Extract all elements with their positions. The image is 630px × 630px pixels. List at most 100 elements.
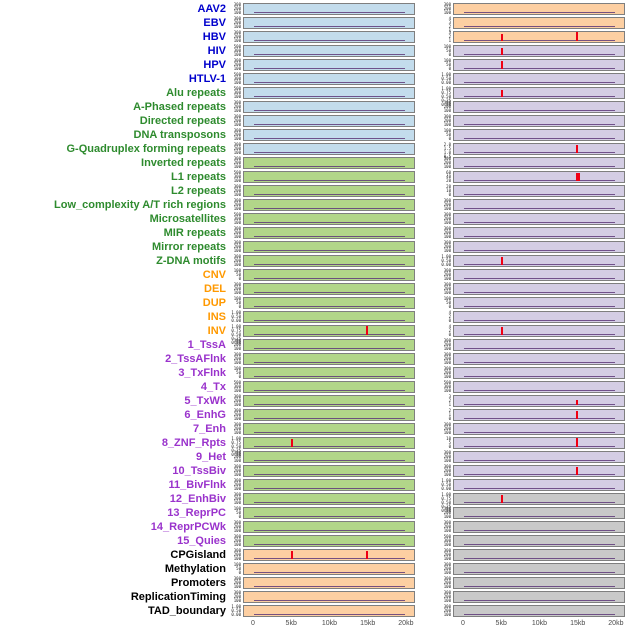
y-tick-label: 200 <box>443 104 451 109</box>
y-axis-ticks-left: 300 200 100 <box>229 241 243 253</box>
y-axis-ticks-left: 300 200 100 <box>229 395 243 407</box>
track-panel-left <box>243 129 415 141</box>
y-tick-label: 0 <box>448 416 451 421</box>
y-tick-label: 0.50 <box>231 314 241 319</box>
y-tick-label: 100 <box>443 206 451 211</box>
y-tick-label: 100 <box>443 58 451 63</box>
track-label: Mirror repeats <box>152 241 226 253</box>
track-panel-right <box>453 45 625 57</box>
y-tick-label: 50 <box>236 566 241 571</box>
signal-peak <box>290 550 293 559</box>
y-tick-label: 0.00 <box>441 102 451 107</box>
track-label: Microsatellites <box>149 213 226 225</box>
axis-spacer <box>229 618 243 630</box>
y-tick-label: 500 <box>233 170 241 175</box>
track-label: CPGisland <box>170 549 226 561</box>
y-tick-label: 300 <box>233 48 241 53</box>
track-panel-right <box>453 3 625 15</box>
y-tick-label: 200 <box>233 482 241 487</box>
y-tick-label: 100 <box>233 268 241 273</box>
y-tick-label: 100 <box>443 108 451 113</box>
track-label: INS <box>207 311 226 323</box>
y-tick-label: 200 <box>233 468 241 473</box>
y-tick-label: 200 <box>443 580 451 585</box>
y-tick-label: 200 <box>233 6 241 11</box>
y-tick-label: 0.25 <box>441 98 451 103</box>
y-tick-label: 3 <box>448 394 451 399</box>
track-panel-left <box>243 185 415 197</box>
y-tick-label: 300 <box>233 492 241 497</box>
y-tick-label: 0.50 <box>441 76 451 81</box>
x-tick-label: 15kb <box>570 620 586 627</box>
track-panel-right <box>453 465 625 477</box>
track-panel-right <box>453 143 625 155</box>
track-label: AAV2 <box>197 3 226 15</box>
track-label: 15_Quies <box>177 535 226 547</box>
y-axis-ticks-right: 300 200 100 <box>439 101 453 113</box>
y-tick-label: 2 <box>448 24 451 29</box>
y-tick-label: 2.0 <box>443 142 451 147</box>
x-tick-label: 5kb <box>495 620 507 627</box>
y-tick-label: 100 <box>443 430 451 435</box>
y-tick-label: 200 <box>443 454 451 459</box>
y-tick-label: 100 <box>443 472 451 477</box>
y-tick-label: 5 <box>448 440 451 445</box>
track-row: 13_ReprPC 100 50 0 300 200 100 <box>0 506 630 520</box>
y-axis-ticks-left: 300 200 100 <box>229 255 243 267</box>
y-tick-label: 300 <box>233 114 241 119</box>
y-tick-label: 100 <box>443 374 451 379</box>
track-panel-right <box>453 521 625 533</box>
y-tick-label: 200 <box>443 524 451 529</box>
y-tick-label: 100 <box>233 38 241 43</box>
y-tick-label: 100 <box>233 122 241 127</box>
y-axis-ticks-right: 300 200 100 <box>439 3 453 15</box>
track-label: A-Phased repeats <box>133 101 226 113</box>
track-label: HPV <box>203 59 226 71</box>
y-axis-ticks-left: 300 200 100 <box>229 577 243 589</box>
y-tick-label: 0 <box>238 570 241 575</box>
track-label: DNA transposons <box>133 129 227 141</box>
track-row: Directed repeats 300 200 100 300 200 100 <box>0 114 630 128</box>
track-panel-left <box>243 577 415 589</box>
y-tick-label: 0.00 <box>231 452 241 457</box>
y-tick-label: 200 <box>443 608 451 613</box>
y-tick-label: 300 <box>233 2 241 7</box>
signal-peak <box>500 495 503 503</box>
track-label: EBV <box>203 17 226 29</box>
y-tick-label: 0 <box>448 444 451 449</box>
y-tick-label: 200 <box>233 398 241 403</box>
track-panel-right <box>453 563 625 575</box>
y-tick-label: 300 <box>233 548 241 553</box>
y-tick-label: 300 <box>443 212 451 217</box>
y-axis-ticks-left: 100 50 0 <box>229 563 243 575</box>
y-axis-ticks-left: 300 200 100 <box>229 157 243 169</box>
track-panel-left <box>243 339 415 351</box>
axis-spacer <box>415 618 439 630</box>
y-tick-label: 100 <box>233 388 241 393</box>
track-label: 14_ReprPCWk <box>150 521 226 533</box>
y-tick-label: 50 <box>446 48 451 53</box>
y-tick-label: 300 <box>443 282 451 287</box>
y-tick-label: 100 <box>443 346 451 351</box>
track-row: AAV2 300 200 100 300 200 100 <box>0 2 630 16</box>
signal-peak <box>500 33 503 41</box>
y-tick-label: 1.0 <box>443 150 451 155</box>
y-tick-label: 300 <box>443 590 451 595</box>
y-tick-label: 100 <box>233 562 241 567</box>
track-panel-left <box>243 199 415 211</box>
y-tick-label: 1.00 <box>441 478 451 483</box>
y-axis-ticks-left: 300 200 100 <box>229 143 243 155</box>
track-panel-right <box>453 493 625 505</box>
track-panel-left <box>243 241 415 253</box>
y-tick-label: 200 <box>443 510 451 515</box>
track-label: 6_EnhG <box>184 409 226 421</box>
x-tick-label: 0 <box>461 620 465 627</box>
y-tick-label: 100 <box>443 164 451 169</box>
y-tick-label: 100 <box>443 388 451 393</box>
track-row: TAD_boundary 1.00 0.50 0.00 300 200 100 <box>0 604 630 618</box>
y-tick-label: 0.25 <box>441 504 451 509</box>
y-axis-ticks-left: 500 300 100 <box>229 213 243 225</box>
y-tick-label: 100 <box>443 528 451 533</box>
